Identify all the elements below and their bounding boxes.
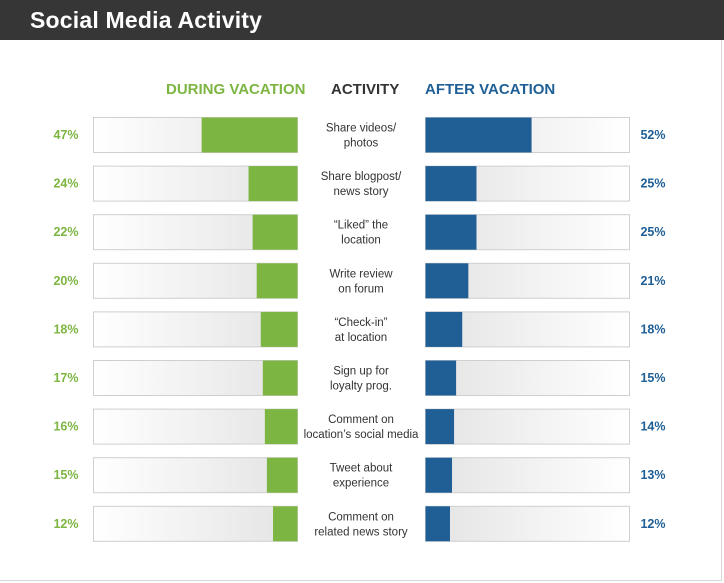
- after-bar: [425, 311, 463, 347]
- after-bar: [425, 409, 455, 445]
- after-value-label: 25%: [640, 225, 665, 239]
- during-bar: [201, 117, 298, 153]
- after-bar: [425, 117, 532, 153]
- activity-label: Comment on location’s social media: [304, 414, 419, 441]
- after-bar: [425, 166, 477, 202]
- during-bar: [252, 214, 298, 250]
- during-track: [93, 505, 298, 542]
- during-bar: [256, 263, 298, 299]
- during-bar: [266, 457, 298, 493]
- during-value-label: 47%: [53, 128, 78, 142]
- during-vacation-header: DURING VACATION: [166, 81, 306, 98]
- during-value-label: 18%: [53, 322, 78, 336]
- during-value-label: 17%: [53, 371, 78, 385]
- after-value-label: 52%: [640, 128, 665, 142]
- during-bar: [260, 311, 298, 347]
- after-value-label: 14%: [640, 420, 665, 434]
- activity-label: “Liked” the location: [334, 220, 388, 247]
- after-bar: [425, 457, 453, 493]
- after-value-label: 15%: [640, 371, 665, 385]
- during-value-label: 12%: [53, 517, 78, 531]
- after-bar: [425, 360, 457, 396]
- activity-label: Share videos/photos: [326, 123, 397, 150]
- during-value-label: 16%: [53, 420, 78, 434]
- activity-label: Write review on forum: [329, 268, 393, 295]
- activity-label: Comment on related news story: [314, 511, 408, 538]
- activity-label: “Check-in” at location: [334, 317, 387, 344]
- after-track: [425, 360, 630, 396]
- activity-label: Share blogpost/news story: [321, 171, 402, 198]
- activity-header: ACTIVITY: [331, 81, 400, 98]
- activity-label: Sign up for loyalty prog.: [330, 366, 392, 393]
- after-bar: [425, 506, 450, 542]
- after-value-label: 25%: [640, 177, 665, 191]
- chart-frame: [0, 40, 722, 581]
- during-value-label: 15%: [53, 468, 78, 482]
- after-bar: [425, 214, 477, 250]
- during-track: [93, 457, 298, 494]
- during-bar: [248, 166, 298, 202]
- after-vacation-header: AFTER VACATION: [425, 81, 556, 98]
- during-value-label: 22%: [53, 225, 78, 239]
- during-bar: [262, 360, 298, 396]
- after-value-label: 18%: [640, 322, 665, 336]
- during-bar: [264, 409, 298, 445]
- after-track: [425, 505, 630, 542]
- after-value-label: 12%: [640, 517, 665, 531]
- header-bar: Social Media Activity: [0, 0, 724, 40]
- after-bar: [425, 263, 469, 299]
- after-track: [425, 408, 630, 445]
- after-track: [425, 457, 630, 494]
- after-value-label: 13%: [640, 468, 665, 482]
- during-bar: [273, 506, 298, 542]
- after-value-label: 21%: [640, 274, 665, 288]
- during-value-label: 20%: [53, 274, 78, 288]
- activity-label: Tweet about experience: [330, 463, 393, 490]
- during-value-label: 24%: [53, 177, 78, 191]
- during-track: [93, 408, 298, 445]
- page-title: Social Media Activity: [30, 7, 263, 33]
